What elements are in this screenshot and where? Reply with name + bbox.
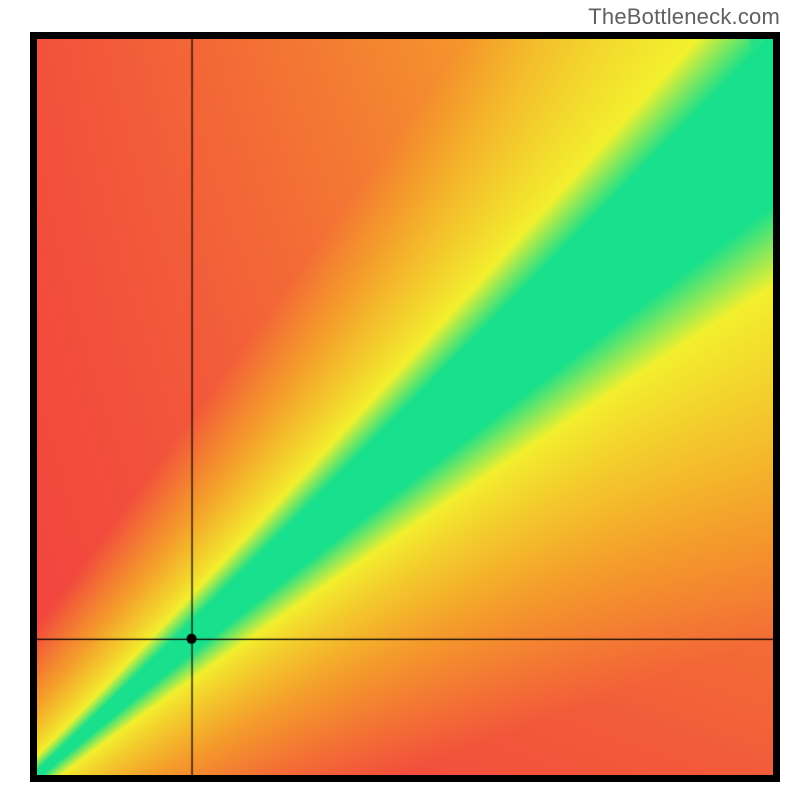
bottleneck-heatmap (37, 39, 773, 775)
figure-container: TheBottleneck.com (0, 0, 800, 800)
watermark-text: TheBottleneck.com (588, 4, 780, 30)
